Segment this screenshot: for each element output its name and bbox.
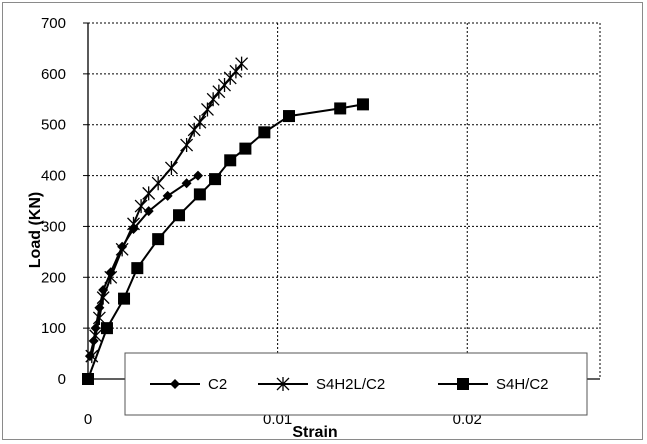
- grid-lines: [88, 22, 601, 379]
- c2-point: [162, 190, 173, 201]
- y-tick-labels: 0 100 200 300 400 500 600 700: [41, 15, 66, 388]
- s4h-c2-point: [356, 98, 369, 111]
- legend-label: C2: [208, 376, 227, 393]
- s4h2l-c2-point: [92, 310, 106, 325]
- s4h-c2-point: [258, 126, 271, 139]
- s4h-c2-point: [152, 233, 165, 246]
- y-tick-label: 100: [41, 320, 66, 337]
- s4h2l-c2-point: [151, 176, 165, 191]
- legend-label: S4H2L/C2: [316, 376, 385, 393]
- s4h-c2-point: [100, 322, 113, 335]
- s4h-c2-point: [457, 378, 469, 390]
- c2-point: [192, 170, 203, 181]
- s4h2l-c2-point: [276, 377, 290, 391]
- series-1: [85, 56, 249, 364]
- s4h2l-c2-point: [187, 122, 201, 137]
- x-tick-label: 0: [84, 411, 92, 428]
- s4h-c2-point: [131, 262, 144, 275]
- s4h-c2-point: [334, 102, 347, 115]
- s4h-c2-point: [239, 142, 252, 155]
- s4h-c2-point: [209, 173, 222, 186]
- s4h2l-c2-point: [229, 64, 243, 79]
- s4h-c2-point: [283, 110, 296, 123]
- y-axis-title: Load (KN): [27, 192, 44, 268]
- s4h2l-c2-point: [164, 160, 178, 175]
- s4h2l-c2-point: [104, 270, 118, 285]
- legend-box: [124, 352, 588, 416]
- s4h2l-c2-point: [134, 199, 148, 214]
- y-tick-label: 700: [41, 15, 66, 32]
- legend-entry: S4H/C2: [438, 376, 549, 393]
- s4h-c2-point: [173, 209, 186, 222]
- s4h-c2-point: [224, 154, 237, 167]
- s4h2l-c2-point: [96, 290, 110, 305]
- s4h2l-c2-point: [127, 216, 140, 231]
- data-series: [82, 56, 369, 385]
- s4h2l-c2-point: [218, 78, 231, 93]
- s4h2l-c2-point: [235, 56, 249, 71]
- legend-entry: S4H2L/C2: [258, 376, 385, 393]
- legend: C2 S4H2L/C2 S4H/C2: [124, 352, 588, 416]
- c2-point: [143, 206, 154, 217]
- c2-point: [181, 178, 192, 189]
- s4h2l-c2-point: [89, 328, 103, 343]
- y-tick-label: 400: [41, 168, 66, 185]
- y-tick-label: 300: [41, 218, 66, 235]
- y-tick-label: 500: [41, 117, 66, 134]
- s4h-c2-point: [82, 373, 94, 385]
- legend-entry: C2: [150, 376, 227, 393]
- series-line: [87, 103, 364, 380]
- s4h2l-c2-point: [206, 92, 220, 107]
- c2-point: [170, 379, 180, 389]
- s4h-c2-point: [118, 292, 131, 305]
- s4h2l-c2-point: [180, 138, 194, 153]
- series-line: [90, 63, 243, 357]
- legend-label: S4H/C2: [496, 376, 549, 393]
- s4h2l-c2-point: [193, 115, 207, 130]
- s4h2l-c2-point: [115, 242, 129, 257]
- s4h2l-c2-point: [223, 70, 237, 85]
- s4h2l-c2-point: [212, 84, 226, 99]
- y-tick-label: 200: [41, 269, 66, 286]
- s4h-c2-point: [193, 188, 206, 201]
- y-tick-label: 600: [41, 66, 66, 83]
- x-axis-title: Strain: [292, 424, 337, 441]
- series-2: [82, 98, 369, 385]
- y-tick-label: 0: [58, 371, 66, 388]
